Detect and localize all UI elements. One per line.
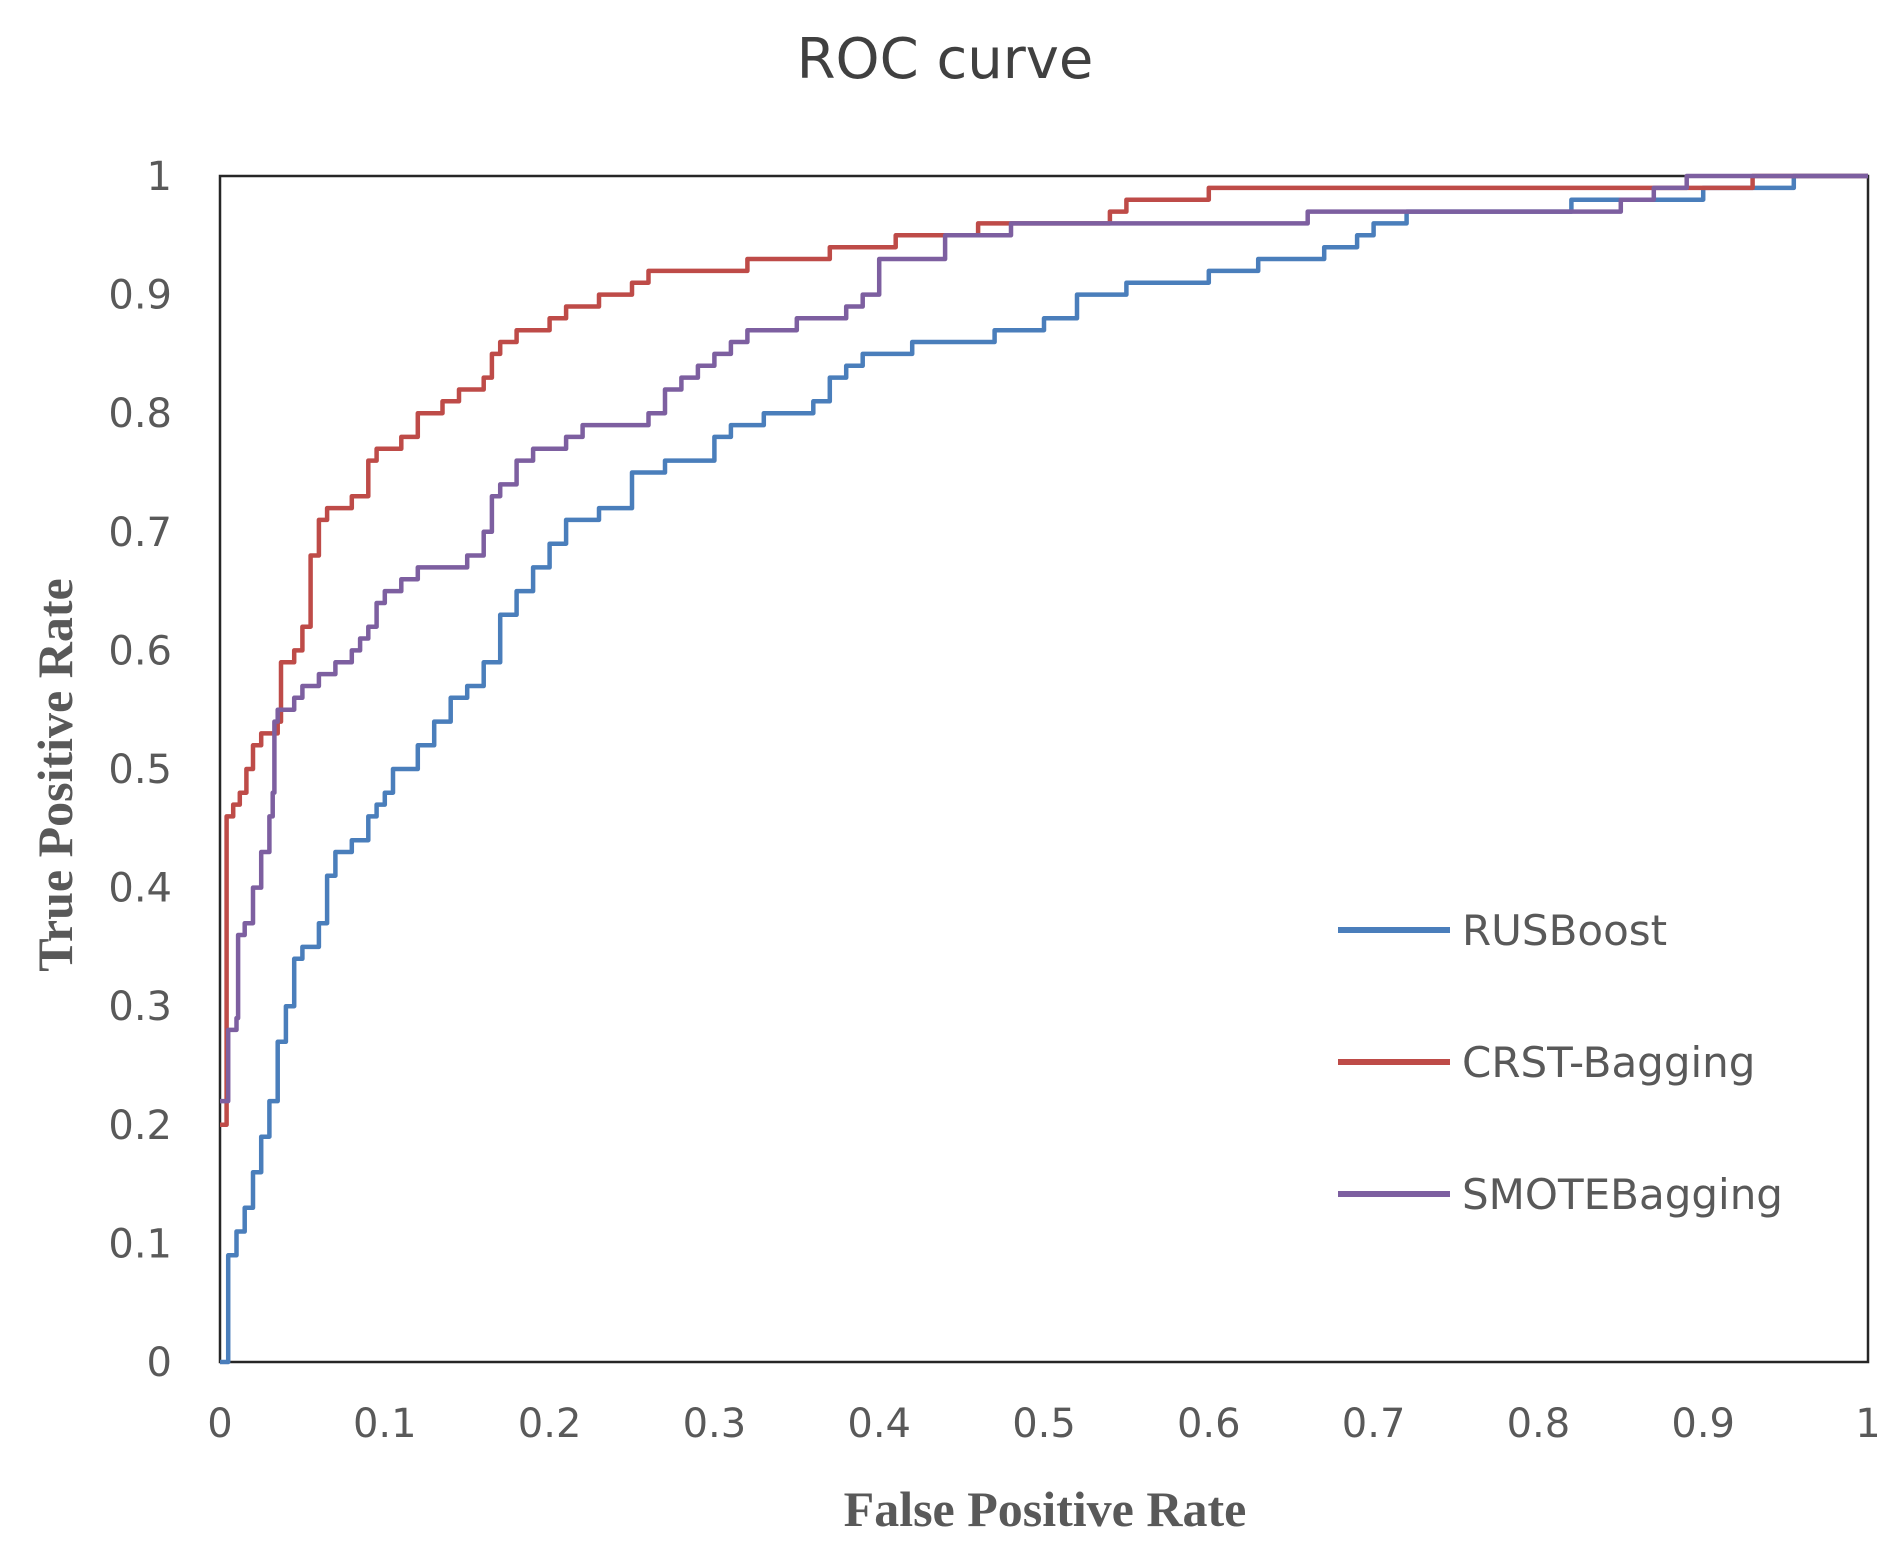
series-line-smotebagging bbox=[220, 173, 1868, 1104]
series-line-rusboost bbox=[220, 173, 1868, 1365]
x-tick-label: 0.3 bbox=[683, 1401, 747, 1447]
legend: RUSBoost CRST-Bagging SMOTEBagging bbox=[1338, 906, 1783, 1219]
x-tick-label: 0.4 bbox=[847, 1401, 911, 1447]
x-tick-label: 0 bbox=[207, 1401, 232, 1447]
y-axis-label: True Positive Rate bbox=[27, 578, 83, 971]
y-axis-ticks: 0 0.1 0.2 0.3 0.4 0.5 0.6 0.7 0.8 0.9 1 bbox=[108, 154, 172, 1386]
x-tick-label: 0.5 bbox=[1012, 1401, 1076, 1447]
y-tick-label: 0.7 bbox=[108, 510, 172, 556]
y-tick-label: 0.6 bbox=[108, 628, 172, 674]
x-tick-label: 0.2 bbox=[518, 1401, 582, 1447]
legend-label: SMOTEBagging bbox=[1462, 1170, 1783, 1219]
x-axis-ticks: 0 0.1 0.2 0.3 0.4 0.5 0.6 0.7 0.8 0.9 1 bbox=[207, 1401, 1880, 1447]
y-tick-label: 0.9 bbox=[108, 273, 172, 319]
y-tick-label: 0.2 bbox=[108, 1103, 172, 1149]
plot-frame bbox=[218, 174, 1870, 1364]
series-line-crst-bagging bbox=[220, 173, 1868, 1128]
y-tick-label: 1 bbox=[147, 154, 172, 200]
y-tick-label: 0.4 bbox=[108, 866, 172, 912]
legend-label: RUSBoost bbox=[1462, 906, 1667, 955]
legend-label: CRST-Bagging bbox=[1462, 1038, 1755, 1087]
x-tick-label: 0.1 bbox=[353, 1401, 417, 1447]
x-tick-label: 1 bbox=[1855, 1401, 1880, 1447]
y-tick-label: 0.8 bbox=[108, 391, 172, 437]
y-tick-label: 0.3 bbox=[108, 984, 172, 1030]
x-tick-label: 0.6 bbox=[1177, 1401, 1241, 1447]
plot-area bbox=[218, 173, 1870, 1365]
chart-title: ROC curve bbox=[797, 27, 1094, 92]
x-tick-label: 0.8 bbox=[1507, 1401, 1571, 1447]
x-tick-label: 0.9 bbox=[1671, 1401, 1735, 1447]
x-tick-label: 0.7 bbox=[1342, 1401, 1406, 1447]
y-tick-label: 0 bbox=[147, 1340, 172, 1386]
x-axis-label: False Positive Rate bbox=[844, 1481, 1247, 1537]
y-tick-label: 0.1 bbox=[108, 1221, 172, 1267]
y-tick-label: 0.5 bbox=[108, 747, 172, 793]
